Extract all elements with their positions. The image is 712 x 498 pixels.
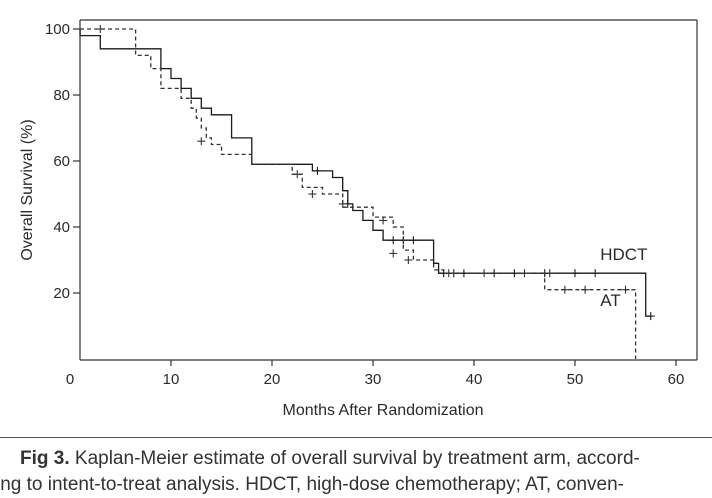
chart-axes: 20 40 60 80 100 0 10 20 30 40 50 60	[45, 19, 698, 388]
censor-mark-at	[545, 269, 554, 278]
x-tick-label: 0	[66, 371, 74, 388]
x-tick-label: 20	[264, 371, 281, 388]
y-tick-label: 20	[53, 285, 70, 302]
caption-line-1: Kaplan-Meier estimate of overall surviva…	[69, 448, 640, 469]
y-tick-label: 40	[53, 219, 70, 236]
y-tick-label: 60	[53, 153, 70, 170]
censor-mark-at	[293, 170, 302, 179]
censor-mark-at	[389, 249, 398, 258]
censor-mark-hdct	[313, 166, 322, 175]
x-tick-label: 50	[567, 371, 584, 388]
censor-mark-at	[338, 199, 347, 208]
censor-mark-at	[520, 269, 529, 278]
chart-labels: Months After Randomization Overall Surviv…	[19, 119, 647, 419]
x-tick-label: 40	[466, 371, 483, 388]
y-axis-title: Overall Survival (%)	[19, 119, 36, 260]
censor-mark-hdct	[571, 269, 579, 278]
y-tick-label: 100	[45, 21, 70, 38]
x-tick-label: 60	[668, 371, 685, 388]
x-tick-label: 10	[163, 371, 180, 388]
censor-mark-at	[404, 256, 413, 264]
x-axis-title: Months After Randomization	[283, 402, 484, 419]
series-line-hdct	[79, 29, 651, 317]
censor-mark-at	[379, 216, 388, 225]
censor-mark-at	[308, 190, 317, 198]
caption-line-2: ing to intent-to-treat analysis. HDCT, h…	[0, 474, 625, 495]
series-label-at: AT	[600, 291, 620, 310]
censor-mark-at	[197, 137, 206, 146]
censor-mark-at	[96, 25, 105, 33]
caption-divider	[0, 437, 712, 438]
censor-mark-hdct	[646, 312, 655, 321]
censor-mark-hdct	[591, 269, 600, 278]
censor-mark-hdct	[409, 236, 418, 245]
series-line-at	[80, 28, 637, 359]
x-tick-label: 30	[365, 371, 382, 388]
figure-caption: Fig 3. Kaplan-Meier estimate of overall …	[0, 446, 712, 498]
chart-series	[79, 25, 655, 359]
censor-mark-hdct	[389, 236, 398, 245]
caption-figure-label: Fig 3.	[20, 448, 70, 469]
censor-mark-at	[621, 285, 630, 294]
censor-mark-at	[560, 285, 569, 294]
series-label-hdct: HDCT	[600, 245, 647, 264]
y-tick-label: 80	[53, 87, 70, 104]
censor-mark-at	[480, 269, 489, 278]
survival-chart: 20 40 60 80 100 0 10 20 30 40 50 60 Months After Ra…	[19, 19, 698, 419]
censor-mark-at	[581, 285, 590, 294]
censor-mark-at	[444, 269, 453, 278]
